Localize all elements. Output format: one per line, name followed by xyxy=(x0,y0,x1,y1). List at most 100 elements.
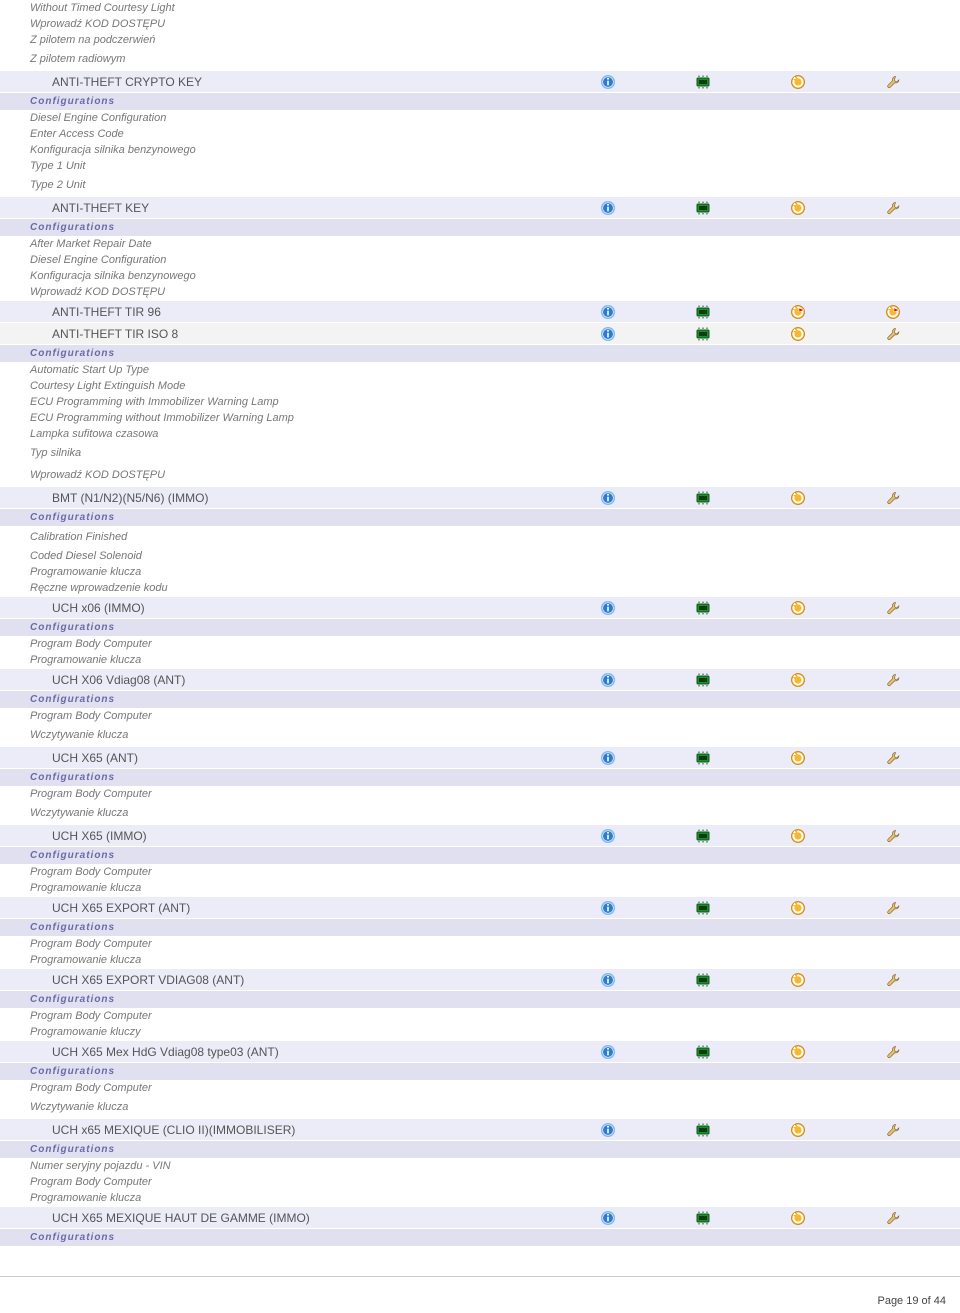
refresh-icon[interactable] xyxy=(790,1122,806,1138)
wrench-icon[interactable] xyxy=(885,74,901,90)
config-header: Configurations xyxy=(0,1228,960,1246)
info-icon[interactable] xyxy=(600,1122,616,1138)
list-item[interactable]: UCH X65 Mex HdG Vdiag08 type03 (ANT) xyxy=(0,1040,960,1062)
wrench-icon[interactable] xyxy=(885,828,901,844)
refresh-icon[interactable] xyxy=(790,326,806,342)
wrench-icon[interactable] xyxy=(885,1210,901,1226)
refresh-icon[interactable] xyxy=(790,74,806,90)
wrench-icon[interactable] xyxy=(885,1122,901,1138)
list-item[interactable]: ANTI-THEFT TIR 96 xyxy=(0,300,960,322)
refresh-icon[interactable] xyxy=(790,672,806,688)
refresh-icon[interactable] xyxy=(790,828,806,844)
chip-icon[interactable] xyxy=(695,600,711,616)
config-detail: Program Body Computer xyxy=(0,708,960,724)
chip-icon[interactable] xyxy=(695,1122,711,1138)
config-detail: Z pilotem na podczerwień xyxy=(0,32,960,48)
config-detail: Courtesy Light Extinguish Mode xyxy=(0,378,960,394)
info-icon[interactable] xyxy=(600,1210,616,1226)
info-icon[interactable] xyxy=(600,1044,616,1060)
list-item[interactable]: ANTI-THEFT TIR ISO 8 xyxy=(0,322,960,344)
chip-icon[interactable] xyxy=(695,1210,711,1226)
config-header: Configurations xyxy=(0,218,960,236)
info-icon[interactable] xyxy=(600,74,616,90)
config-detail: Z pilotem radiowym xyxy=(0,48,960,70)
refresh-icon[interactable] xyxy=(790,972,806,988)
refresh-icon[interactable] xyxy=(790,600,806,616)
wrench-icon[interactable] xyxy=(885,326,901,342)
refresh-icon[interactable] xyxy=(790,900,806,916)
refresh-red-icon[interactable] xyxy=(790,304,806,320)
info-icon[interactable] xyxy=(600,672,616,688)
chip-icon[interactable] xyxy=(695,490,711,506)
item-label: UCH X65 Mex HdG Vdiag08 type03 (ANT) xyxy=(0,1045,560,1059)
config-detail: Programowanie klucza xyxy=(0,652,960,668)
wrench-icon[interactable] xyxy=(885,490,901,506)
chip-icon[interactable] xyxy=(695,828,711,844)
wrench-icon[interactable] xyxy=(885,900,901,916)
item-label: ANTI-THEFT TIR 96 xyxy=(0,305,560,319)
chip-icon[interactable] xyxy=(695,304,711,320)
list-item[interactable]: UCH x06 (IMMO) xyxy=(0,596,960,618)
refresh-icon[interactable] xyxy=(790,1044,806,1060)
item-label: ANTI-THEFT TIR ISO 8 xyxy=(0,327,560,341)
config-detail: ECU Programming with Immobilizer Warning… xyxy=(0,394,960,410)
item-label: ANTI-THEFT CRYPTO KEY xyxy=(0,75,560,89)
list-item[interactable]: ANTI-THEFT KEY xyxy=(0,196,960,218)
config-header: Configurations xyxy=(0,508,960,526)
config-detail: Programowanie klucza xyxy=(0,952,960,968)
list-item[interactable]: ANTI-THEFT CRYPTO KEY xyxy=(0,70,960,92)
config-detail: Programowanie klucza xyxy=(0,880,960,896)
chip-icon[interactable] xyxy=(695,900,711,916)
refresh-icon[interactable] xyxy=(790,1210,806,1226)
config-header: Configurations xyxy=(0,990,960,1008)
list-item[interactable]: UCH X65 (IMMO) xyxy=(0,824,960,846)
info-icon[interactable] xyxy=(600,600,616,616)
config-detail: Program Body Computer xyxy=(0,786,960,802)
list-item[interactable]: UCH X65 (ANT) xyxy=(0,746,960,768)
wrench-icon[interactable] xyxy=(885,750,901,766)
list-item[interactable]: UCH x65 MEXIQUE (CLIO II)(IMMOBILISER) xyxy=(0,1118,960,1140)
wrench-icon[interactable] xyxy=(885,200,901,216)
chip-icon[interactable] xyxy=(695,1044,711,1060)
wrench-icon[interactable] xyxy=(885,972,901,988)
refresh-icon[interactable] xyxy=(790,750,806,766)
list-item[interactable]: BMT (N1/N2)(N5/N6) (IMMO) xyxy=(0,486,960,508)
info-icon[interactable] xyxy=(600,972,616,988)
info-icon[interactable] xyxy=(600,326,616,342)
config-detail: ECU Programming without Immobilizer Warn… xyxy=(0,410,960,426)
info-icon[interactable] xyxy=(600,900,616,916)
list-item[interactable]: UCH X65 EXPORT VDIAG08 (ANT) xyxy=(0,968,960,990)
config-detail: Program Body Computer xyxy=(0,1080,960,1096)
chip-icon[interactable] xyxy=(695,672,711,688)
config-detail: Konfiguracja silnika benzynowego xyxy=(0,142,960,158)
wrench-icon[interactable] xyxy=(885,600,901,616)
info-icon[interactable] xyxy=(600,490,616,506)
list-item[interactable]: UCH X65 MEXIQUE HAUT DE GAMME (IMMO) xyxy=(0,1206,960,1228)
chip-icon[interactable] xyxy=(695,750,711,766)
info-icon[interactable] xyxy=(600,750,616,766)
info-icon[interactable] xyxy=(600,304,616,320)
list-item[interactable]: UCH X06 Vdiag08 (ANT) xyxy=(0,668,960,690)
chip-icon[interactable] xyxy=(695,972,711,988)
config-detail: Program Body Computer xyxy=(0,864,960,880)
chip-icon[interactable] xyxy=(695,200,711,216)
refresh-icon[interactable] xyxy=(790,200,806,216)
config-header: Configurations xyxy=(0,92,960,110)
chip-icon[interactable] xyxy=(695,74,711,90)
config-detail: Program Body Computer xyxy=(0,1174,960,1190)
config-detail: Wczytywanie klucza xyxy=(0,1096,960,1118)
refresh-red-icon[interactable] xyxy=(885,304,901,320)
refresh-icon[interactable] xyxy=(790,490,806,506)
info-icon[interactable] xyxy=(600,828,616,844)
wrench-icon[interactable] xyxy=(885,1044,901,1060)
info-icon[interactable] xyxy=(600,200,616,216)
config-detail: Program Body Computer xyxy=(0,936,960,952)
list-item[interactable]: UCH X65 EXPORT (ANT) xyxy=(0,896,960,918)
config-detail: Typ silnika xyxy=(0,442,960,464)
chip-icon[interactable] xyxy=(695,326,711,342)
config-detail: Automatic Start Up Type xyxy=(0,362,960,378)
config-detail: Lampka sufitowa czasowa xyxy=(0,426,960,442)
config-header: Configurations xyxy=(0,690,960,708)
config-detail: Konfiguracja silnika benzynowego xyxy=(0,268,960,284)
wrench-icon[interactable] xyxy=(885,672,901,688)
